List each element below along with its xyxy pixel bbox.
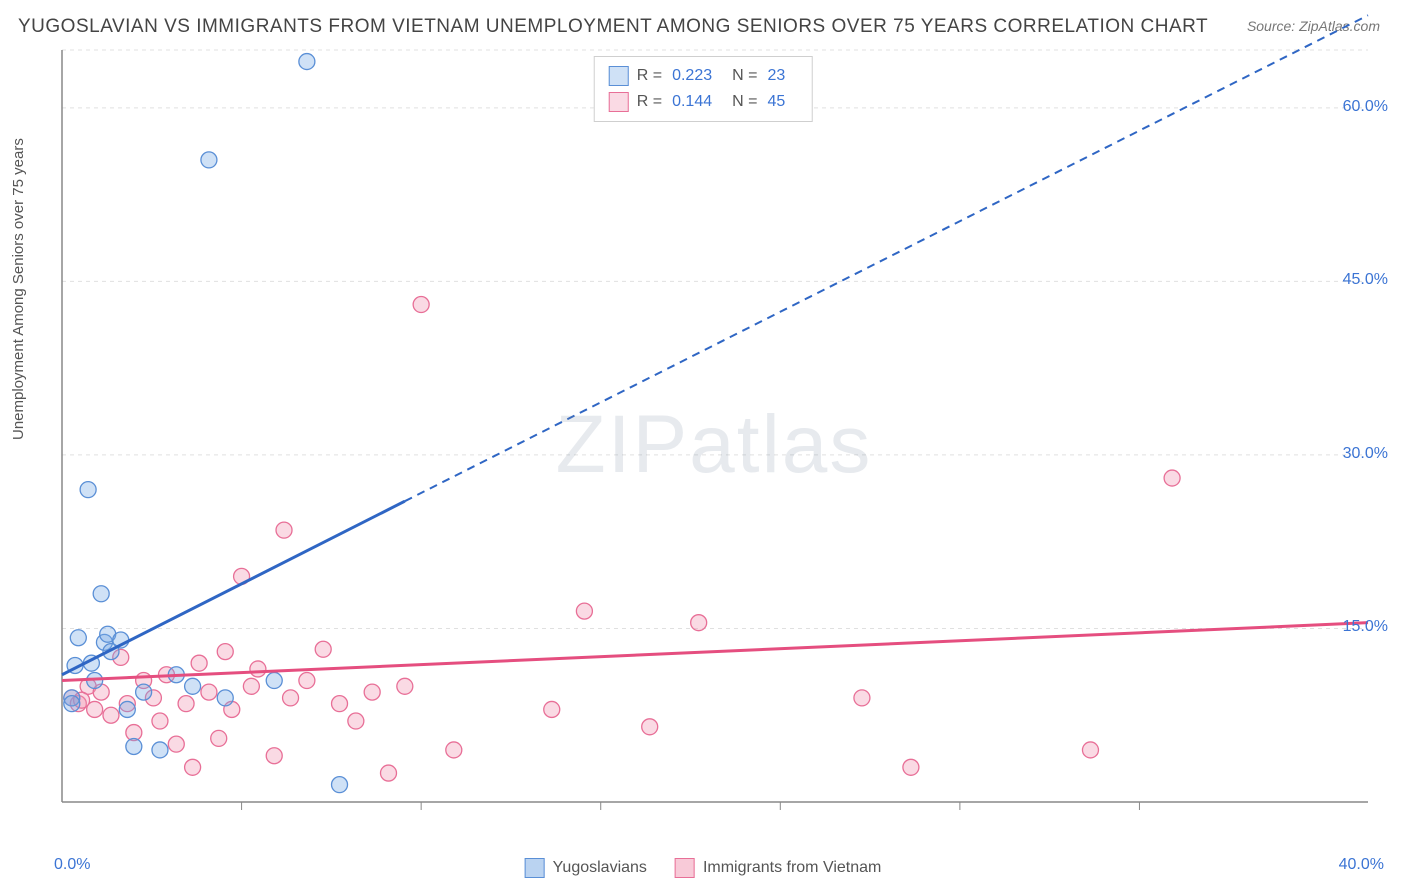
legend-row-vietnam: R = 0.144 N = 45	[609, 89, 798, 115]
swatch-vietnam	[609, 92, 629, 112]
y-tick-45: 45.0%	[1343, 271, 1388, 289]
legend-item-vietnam: Immigrants from Vietnam	[675, 858, 881, 878]
n-label: N =	[732, 67, 757, 85]
r-label: R =	[637, 93, 662, 111]
legend-item-yugoslavians: Yugoslavians	[525, 858, 647, 878]
swatch-yugoslavians-icon	[525, 858, 545, 878]
n-label: N =	[732, 93, 757, 111]
r-value-vietnam: 0.144	[672, 93, 712, 111]
swatch-vietnam-icon	[675, 858, 695, 878]
chart-area: ZIPatlas	[44, 50, 1384, 840]
swatch-yugoslavians	[609, 66, 629, 86]
n-value-vietnam: 45	[767, 93, 785, 111]
y-axis-label: Unemployment Among Seniors over 75 years	[10, 138, 27, 440]
legend-label-vietnam: Immigrants from Vietnam	[703, 859, 881, 877]
y-tick-15: 15.0%	[1343, 618, 1388, 636]
scatter-chart-svg	[44, 50, 1384, 840]
r-value-yugoslavians: 0.223	[672, 67, 712, 85]
r-label: R =	[637, 67, 662, 85]
chart-title: YUGOSLAVIAN VS IMMIGRANTS FROM VIETNAM U…	[18, 16, 1208, 38]
correlation-legend: R = 0.223 N = 23 R = 0.144 N = 45	[594, 56, 813, 122]
x-tick-0: 0.0%	[54, 856, 90, 874]
legend-label-yugoslavians: Yugoslavians	[553, 859, 647, 877]
legend-row-yugoslavians: R = 0.223 N = 23	[609, 63, 798, 89]
series-legend: Yugoslavians Immigrants from Vietnam	[525, 858, 882, 878]
x-tick-1: 40.0%	[1339, 856, 1384, 874]
y-tick-60: 60.0%	[1343, 98, 1388, 116]
y-tick-30: 30.0%	[1343, 445, 1388, 463]
n-value-yugoslavians: 23	[767, 67, 785, 85]
